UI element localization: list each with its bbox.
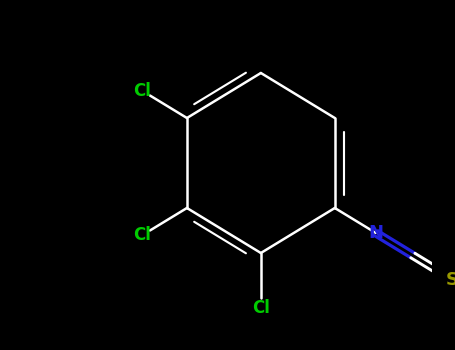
Text: Cl: Cl — [133, 82, 151, 99]
Text: Cl: Cl — [252, 299, 270, 317]
Text: S: S — [446, 271, 455, 288]
Text: N: N — [369, 224, 384, 242]
Text: Cl: Cl — [133, 226, 151, 245]
